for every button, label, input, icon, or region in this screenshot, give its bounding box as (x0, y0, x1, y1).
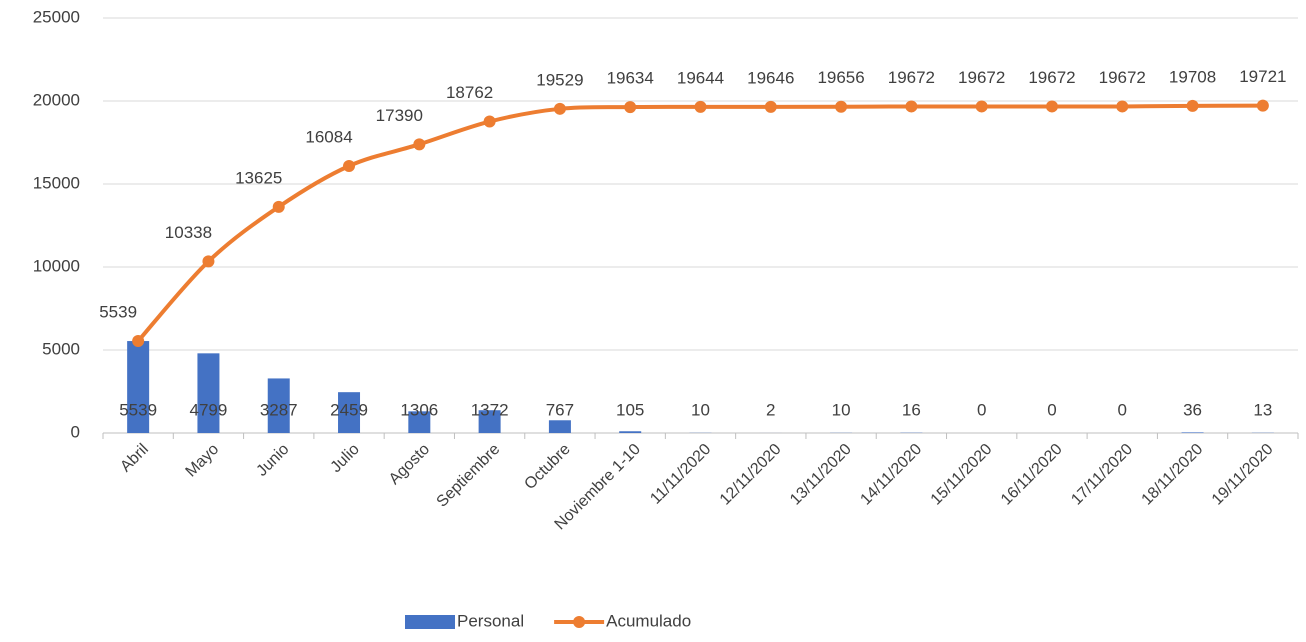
bar-value-label: 0 (1118, 400, 1127, 419)
line-value-label: 10338 (165, 223, 212, 242)
line-point (835, 100, 848, 113)
bar-value-label: 767 (546, 400, 574, 419)
bar (548, 420, 571, 433)
x-tick-label: 14/11/2020 (857, 441, 925, 509)
bar (619, 431, 642, 433)
bar (267, 378, 290, 433)
line-point (1116, 100, 1129, 113)
bar-value-label: 10 (691, 400, 710, 419)
line-value-label: 16084 (305, 127, 352, 146)
bar (478, 410, 501, 433)
bar-value-label: 105 (616, 400, 644, 419)
line-point (694, 100, 707, 113)
bar (338, 392, 361, 433)
line-point (413, 138, 426, 151)
bar-value-label: 2459 (330, 400, 368, 419)
line-point (1045, 100, 1058, 113)
line-point (1256, 99, 1269, 112)
bar-value-label: 36 (1183, 400, 1202, 419)
y-tick-label: 25000 (33, 7, 80, 26)
legend-label: Acumulado (606, 611, 691, 630)
line-point (202, 255, 215, 268)
line-point (343, 160, 356, 173)
x-tick-label: Octubre (521, 441, 573, 493)
line-value-label: 19529 (536, 70, 583, 89)
x-tick-label: 13/11/2020 (787, 441, 855, 509)
x-tick-label: Mayo (183, 441, 223, 481)
y-tick-label: 15000 (33, 173, 80, 192)
bar-value-label: 13 (1253, 400, 1272, 419)
x-tick-label: 19/11/2020 (1209, 441, 1277, 509)
line-value-label: 19672 (1099, 68, 1146, 87)
line-value-label: 19644 (677, 68, 724, 87)
bar-value-label: 16 (902, 400, 921, 419)
line-value-label: 17390 (376, 106, 423, 125)
bar-value-label: 4799 (190, 400, 228, 419)
bar-value-label: 0 (977, 400, 986, 419)
x-tick-label: Septiembre (434, 441, 504, 511)
y-tick-label: 20000 (33, 90, 80, 109)
bar-value-label: 2 (766, 400, 775, 419)
x-tick-label: 11/11/2020 (647, 441, 714, 508)
x-tick-label: Abril (117, 441, 152, 476)
bar (1181, 432, 1204, 433)
line-point (132, 335, 145, 348)
legend-swatch (405, 615, 455, 629)
line-value-label: 19721 (1239, 67, 1286, 86)
bar (127, 341, 150, 433)
bar-value-label: 0 (1047, 400, 1056, 419)
line-point (905, 100, 918, 113)
y-tick-label: 0 (71, 422, 80, 441)
y-tick-label: 5000 (42, 339, 80, 358)
x-tick-label: Julio (328, 441, 363, 476)
x-tick-label: Junio (253, 441, 292, 480)
line-value-label: 19656 (817, 68, 864, 87)
line-value-label: 13625 (235, 168, 282, 187)
bar (197, 353, 220, 433)
line-value-label: 19672 (1028, 68, 1075, 87)
line-point (624, 101, 637, 114)
legend-swatch-point (573, 616, 586, 628)
line-point (764, 100, 777, 113)
line-value-label: 18762 (446, 83, 493, 102)
x-tick-label: 17/11/2020 (1068, 441, 1136, 509)
line (136, 103, 1265, 344)
x-tick-label: 16/11/2020 (998, 441, 1066, 509)
y-tick-label: 10000 (33, 256, 80, 275)
x-tick-label: 12/11/2020 (717, 441, 785, 509)
x-tick-label: Agosto (386, 441, 433, 488)
line-value-label: 5539 (99, 303, 137, 322)
bar-value-label: 10 (832, 400, 851, 419)
x-tick-label: 15/11/2020 (928, 441, 996, 509)
line-value-label: 19672 (958, 68, 1005, 87)
line-value-label: 19646 (747, 68, 794, 87)
line-value-label: 19708 (1169, 67, 1216, 86)
line-point (272, 200, 285, 213)
x-tick-label: 18/11/2020 (1139, 441, 1207, 509)
line-value-label: 19672 (888, 68, 935, 87)
bar-value-label: 1372 (471, 400, 509, 419)
bar-value-label: 1306 (400, 400, 438, 419)
bar (408, 411, 431, 433)
line-point (553, 102, 566, 115)
line-point (975, 100, 988, 113)
bar-value-label: 3287 (260, 400, 298, 419)
legend-label: Personal (457, 611, 524, 630)
bar-value-label: 5539 (119, 400, 157, 419)
line-point (1186, 99, 1199, 112)
line-value-label: 19634 (607, 69, 654, 88)
line-point (483, 115, 496, 128)
